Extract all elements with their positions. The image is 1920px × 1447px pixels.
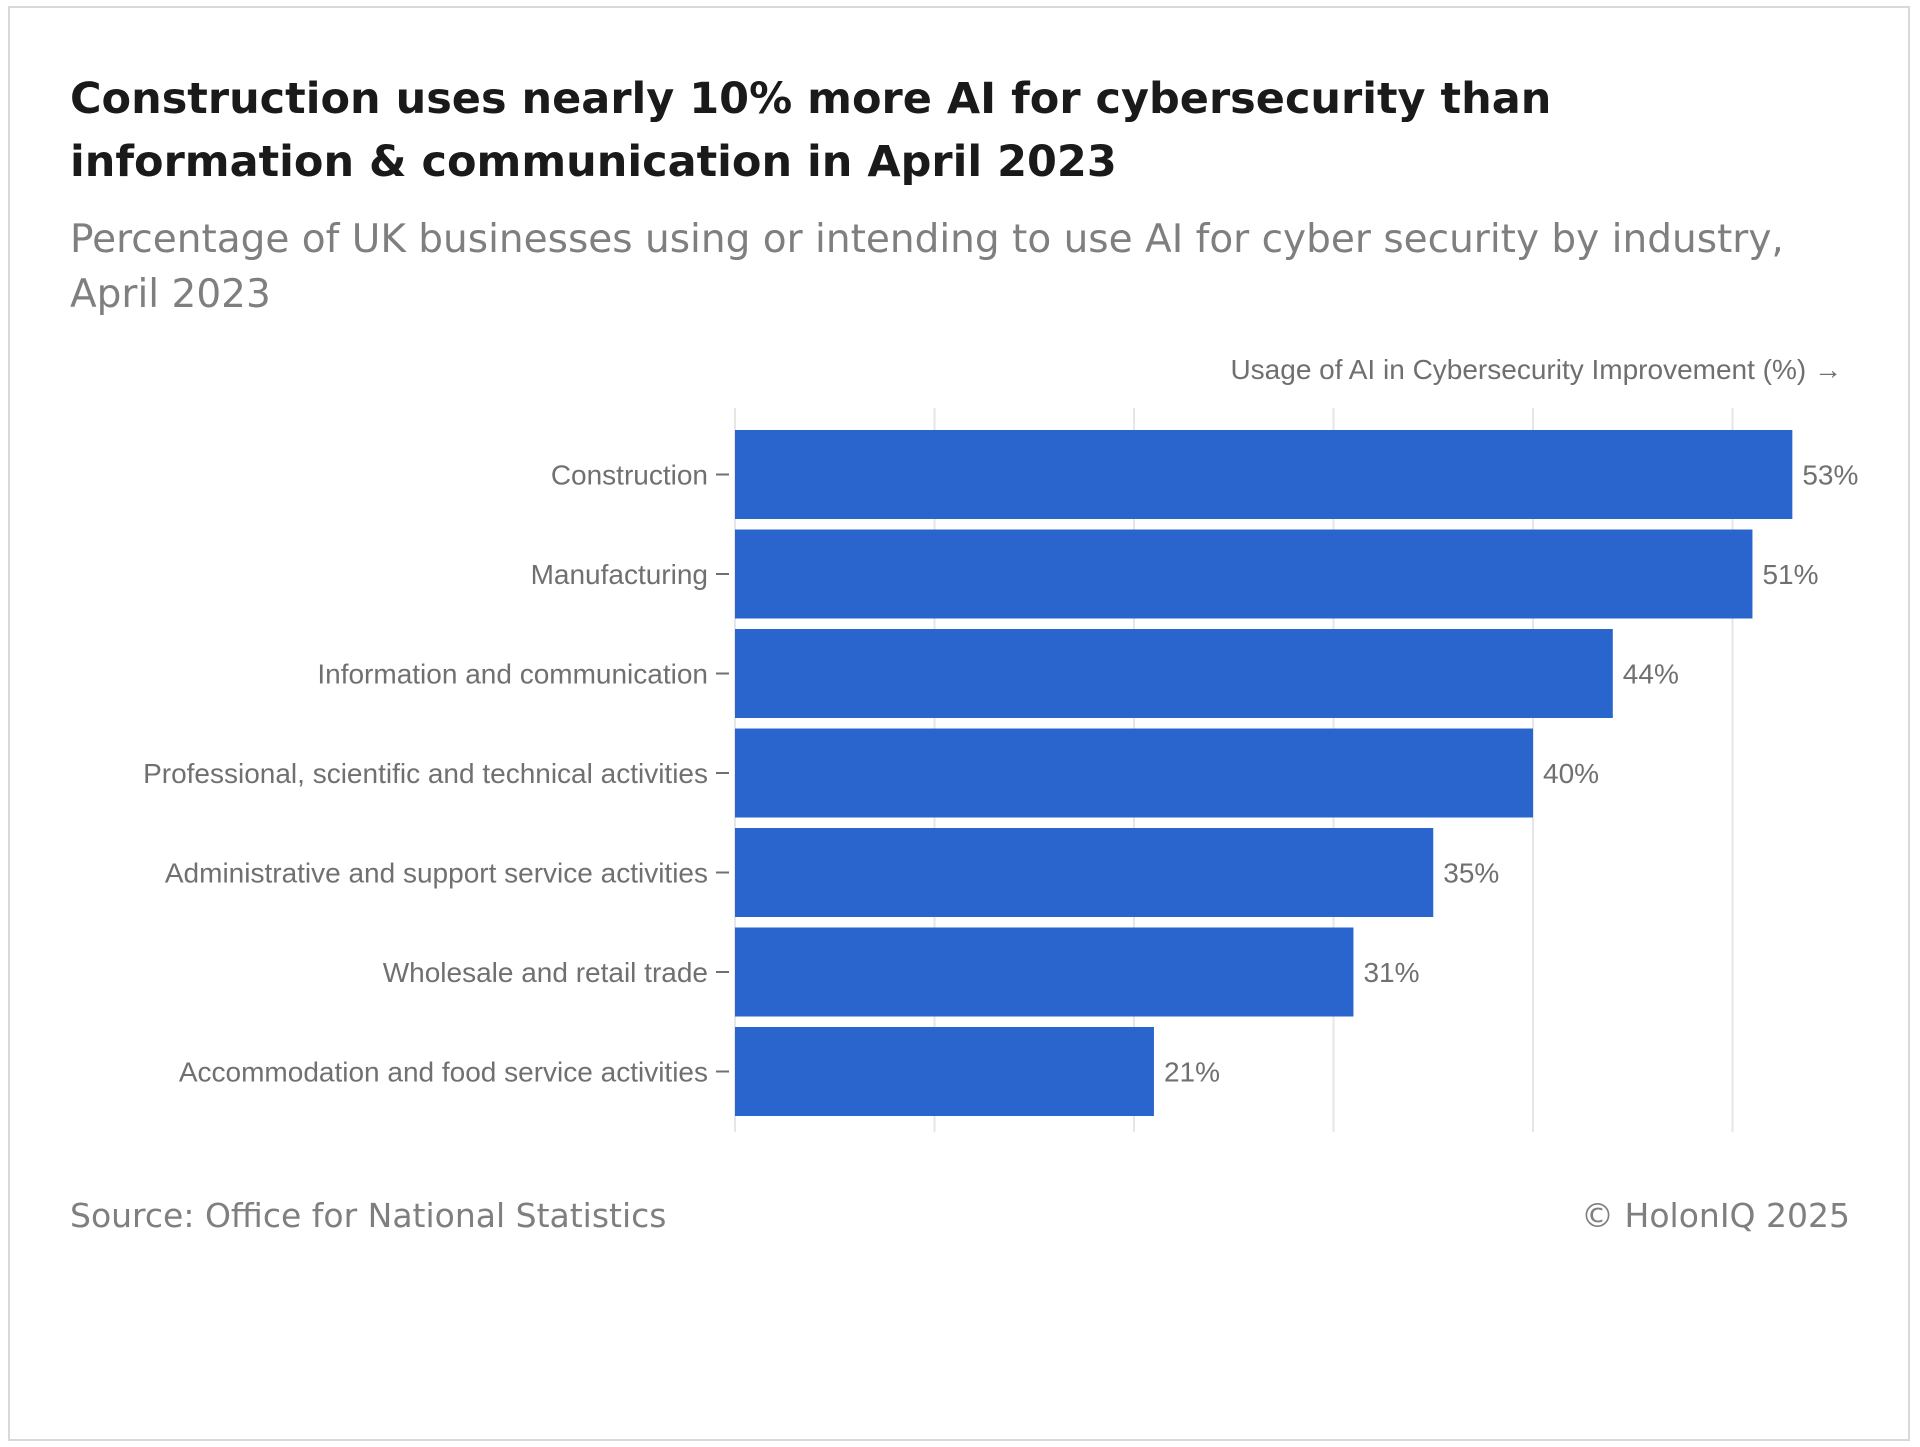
copyright-credit: © HolonIQ 2025	[1581, 1196, 1850, 1235]
category-label: Professional, scientific and technical a…	[143, 758, 708, 789]
bars	[735, 430, 1793, 1116]
category-label: Construction	[551, 460, 708, 491]
x-axis-title: Usage of AI in Cybersecurity Improvement…	[1230, 354, 1842, 385]
bar	[735, 1027, 1154, 1116]
data-label: 53%	[1802, 460, 1858, 491]
bar	[735, 430, 1793, 519]
bar	[735, 629, 1613, 718]
labels: Construction 53% Manufacturing 51% Informati…	[143, 460, 1858, 1088]
bar	[735, 529, 1753, 619]
bar	[735, 927, 1354, 1017]
category-label: Information and communication	[317, 659, 708, 690]
category-label: Accommodation and food service activitie…	[179, 1057, 708, 1088]
bar-chart: Construction 53% Manufacturing 51% Informati…	[143, 354, 1858, 1132]
chart-title: Construction uses nearly 10% more AI for…	[70, 74, 1552, 187]
data-label: 44%	[1623, 659, 1679, 690]
data-label: 40%	[1543, 758, 1599, 789]
data-label: 51%	[1762, 559, 1818, 590]
bar	[735, 828, 1434, 917]
category-label: Wholesale and retail trade	[383, 957, 708, 988]
data-label: 31%	[1363, 957, 1419, 988]
category-label: Administrative and support service activ…	[165, 858, 708, 889]
chart-card	[8, 6, 1910, 1441]
chart-subtitle: Percentage of UK businesses using or int…	[70, 217, 1784, 317]
data-label: 21%	[1164, 1057, 1220, 1088]
bar	[735, 728, 1533, 818]
source-note: Source: Office for National Statistics	[70, 1196, 667, 1235]
category-label: Manufacturing	[531, 559, 708, 590]
data-label: 35%	[1443, 858, 1499, 889]
